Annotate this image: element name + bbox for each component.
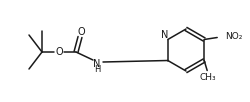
Text: O: O bbox=[55, 47, 63, 57]
Text: NO₂: NO₂ bbox=[225, 32, 242, 41]
Text: N: N bbox=[93, 59, 101, 69]
Text: N: N bbox=[161, 30, 168, 40]
Text: CH₃: CH₃ bbox=[200, 73, 216, 82]
Text: O: O bbox=[77, 27, 85, 37]
Text: H: H bbox=[94, 64, 100, 74]
